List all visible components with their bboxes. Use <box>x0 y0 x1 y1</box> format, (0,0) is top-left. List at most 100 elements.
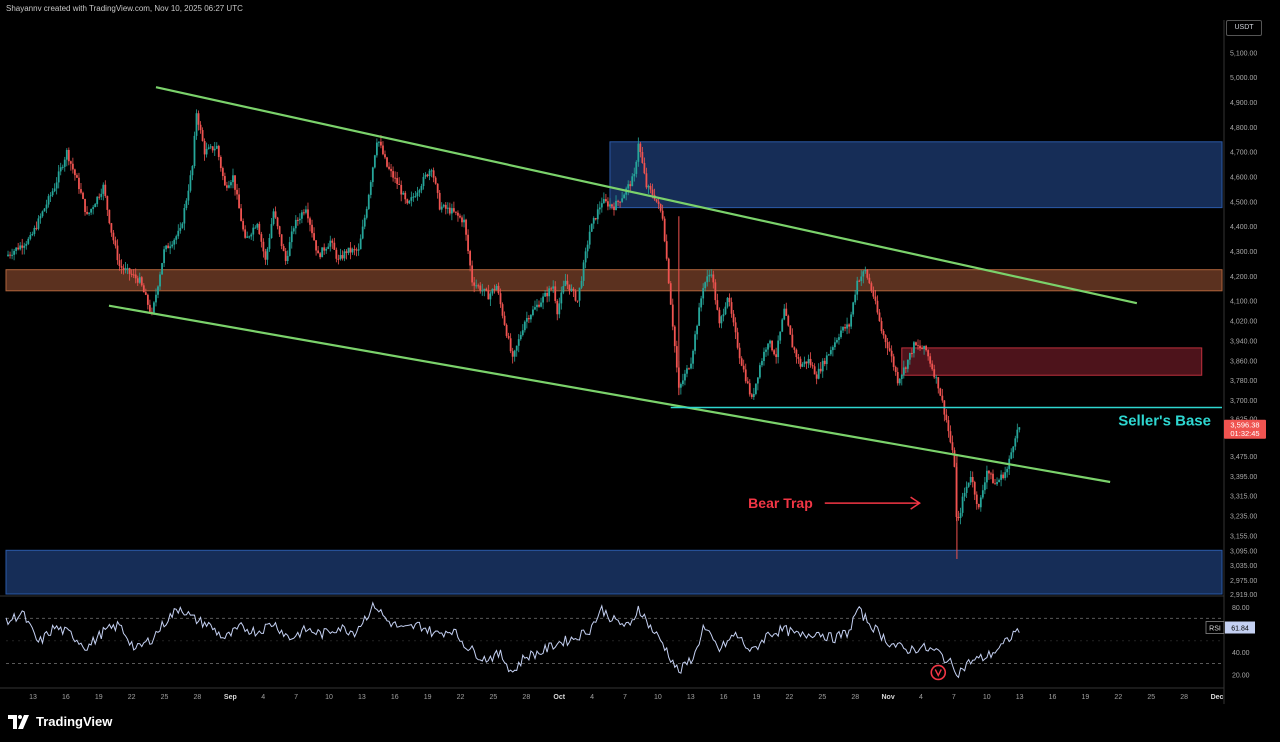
candle-body <box>92 207 95 209</box>
candle-body <box>167 245 170 249</box>
candle-body <box>55 182 58 189</box>
candle-body <box>266 248 269 260</box>
candle-body <box>27 238 30 244</box>
candle-body <box>724 306 727 315</box>
candle-body <box>933 369 936 378</box>
candle-body <box>671 304 674 327</box>
candle-body <box>513 350 516 357</box>
candle-body <box>684 373 686 381</box>
candle-body <box>236 189 238 195</box>
candle-body <box>967 482 970 487</box>
candle-body <box>809 358 812 366</box>
candle-body <box>781 319 784 332</box>
candle-body <box>530 315 532 320</box>
candle-body <box>811 365 814 367</box>
time-tick: 22 <box>128 694 136 701</box>
price-tick: 2,975.00 <box>1230 578 1257 585</box>
candle-body <box>457 212 459 216</box>
candle-body <box>994 483 996 485</box>
price-tick: 3,700.00 <box>1230 398 1257 405</box>
tradingview-footer[interactable]: TradingView <box>8 714 112 729</box>
candle-body <box>230 182 232 186</box>
candle-body <box>904 367 907 369</box>
candle-body <box>759 365 761 378</box>
candle-body <box>491 288 494 294</box>
candle-body <box>262 241 265 252</box>
currency-label[interactable]: USDT <box>1226 20 1262 36</box>
candle-body <box>793 347 796 350</box>
candle-body <box>35 227 38 229</box>
candle-body <box>880 321 883 331</box>
price-tick: 4,800.00 <box>1230 125 1257 132</box>
candle-body <box>116 245 119 261</box>
candle-body <box>663 218 666 242</box>
candle-body <box>667 258 670 284</box>
candle-body <box>532 309 534 316</box>
candle-body <box>623 194 626 199</box>
candle-body <box>939 388 942 396</box>
candle-body <box>908 353 911 360</box>
candle-body <box>86 211 88 214</box>
candle-body <box>856 280 859 295</box>
candle-body <box>455 211 457 213</box>
candle-body <box>63 159 66 167</box>
candle-body <box>483 288 486 291</box>
candle-body <box>183 208 186 224</box>
candle-body <box>542 296 544 303</box>
candle-body <box>704 282 707 289</box>
candle-body <box>246 236 249 238</box>
candle-body <box>544 292 546 297</box>
candle-body <box>756 377 759 384</box>
candle-body <box>272 211 275 225</box>
sellers-base-label: Seller's Base <box>1118 413 1211 430</box>
candle-body <box>108 209 111 224</box>
time-tick: Oct <box>553 694 565 701</box>
candle-body <box>325 248 328 251</box>
candle-body <box>428 170 431 177</box>
candle-body <box>894 366 897 373</box>
candle-body <box>744 369 747 382</box>
candle-body <box>51 191 54 196</box>
candle-body <box>157 286 159 295</box>
candle-body <box>931 363 934 370</box>
price-tick: 2,919.00 <box>1230 592 1257 599</box>
candle-body <box>1014 438 1017 447</box>
candle-body <box>438 192 441 210</box>
candle-body <box>260 234 263 242</box>
candle-body <box>323 247 326 251</box>
candle-body <box>655 199 658 202</box>
candle-body <box>452 208 455 212</box>
candle-body <box>949 431 952 443</box>
candle-body <box>864 269 867 272</box>
candle-body <box>692 350 694 364</box>
candle-body <box>679 384 682 388</box>
candle-body <box>661 210 664 219</box>
candle-body <box>290 231 293 243</box>
candle-body <box>523 321 526 331</box>
candle-body <box>84 198 86 212</box>
candle-body <box>633 173 636 177</box>
time-tick: 4 <box>919 694 923 701</box>
candle-body <box>580 280 583 288</box>
candle-body <box>872 290 875 297</box>
candle-body <box>807 358 810 364</box>
candle-body <box>23 245 26 248</box>
candle-body <box>80 189 82 193</box>
candle-body <box>61 166 64 168</box>
candle-body <box>112 232 115 241</box>
price-tick: 3,860.00 <box>1230 358 1257 365</box>
candle-body <box>193 135 196 167</box>
candle-body <box>748 383 751 395</box>
candle-body <box>710 274 713 276</box>
candle-body <box>47 196 50 205</box>
candle-body <box>556 300 559 315</box>
candle-body <box>716 300 719 310</box>
candle-body <box>375 142 378 156</box>
candle-body <box>467 234 469 252</box>
candle-body <box>779 331 782 341</box>
candle-body <box>594 218 597 220</box>
candle-body <box>410 197 413 201</box>
time-tick: 22 <box>786 694 794 701</box>
bear-trap-label: Bear Trap <box>748 495 813 511</box>
